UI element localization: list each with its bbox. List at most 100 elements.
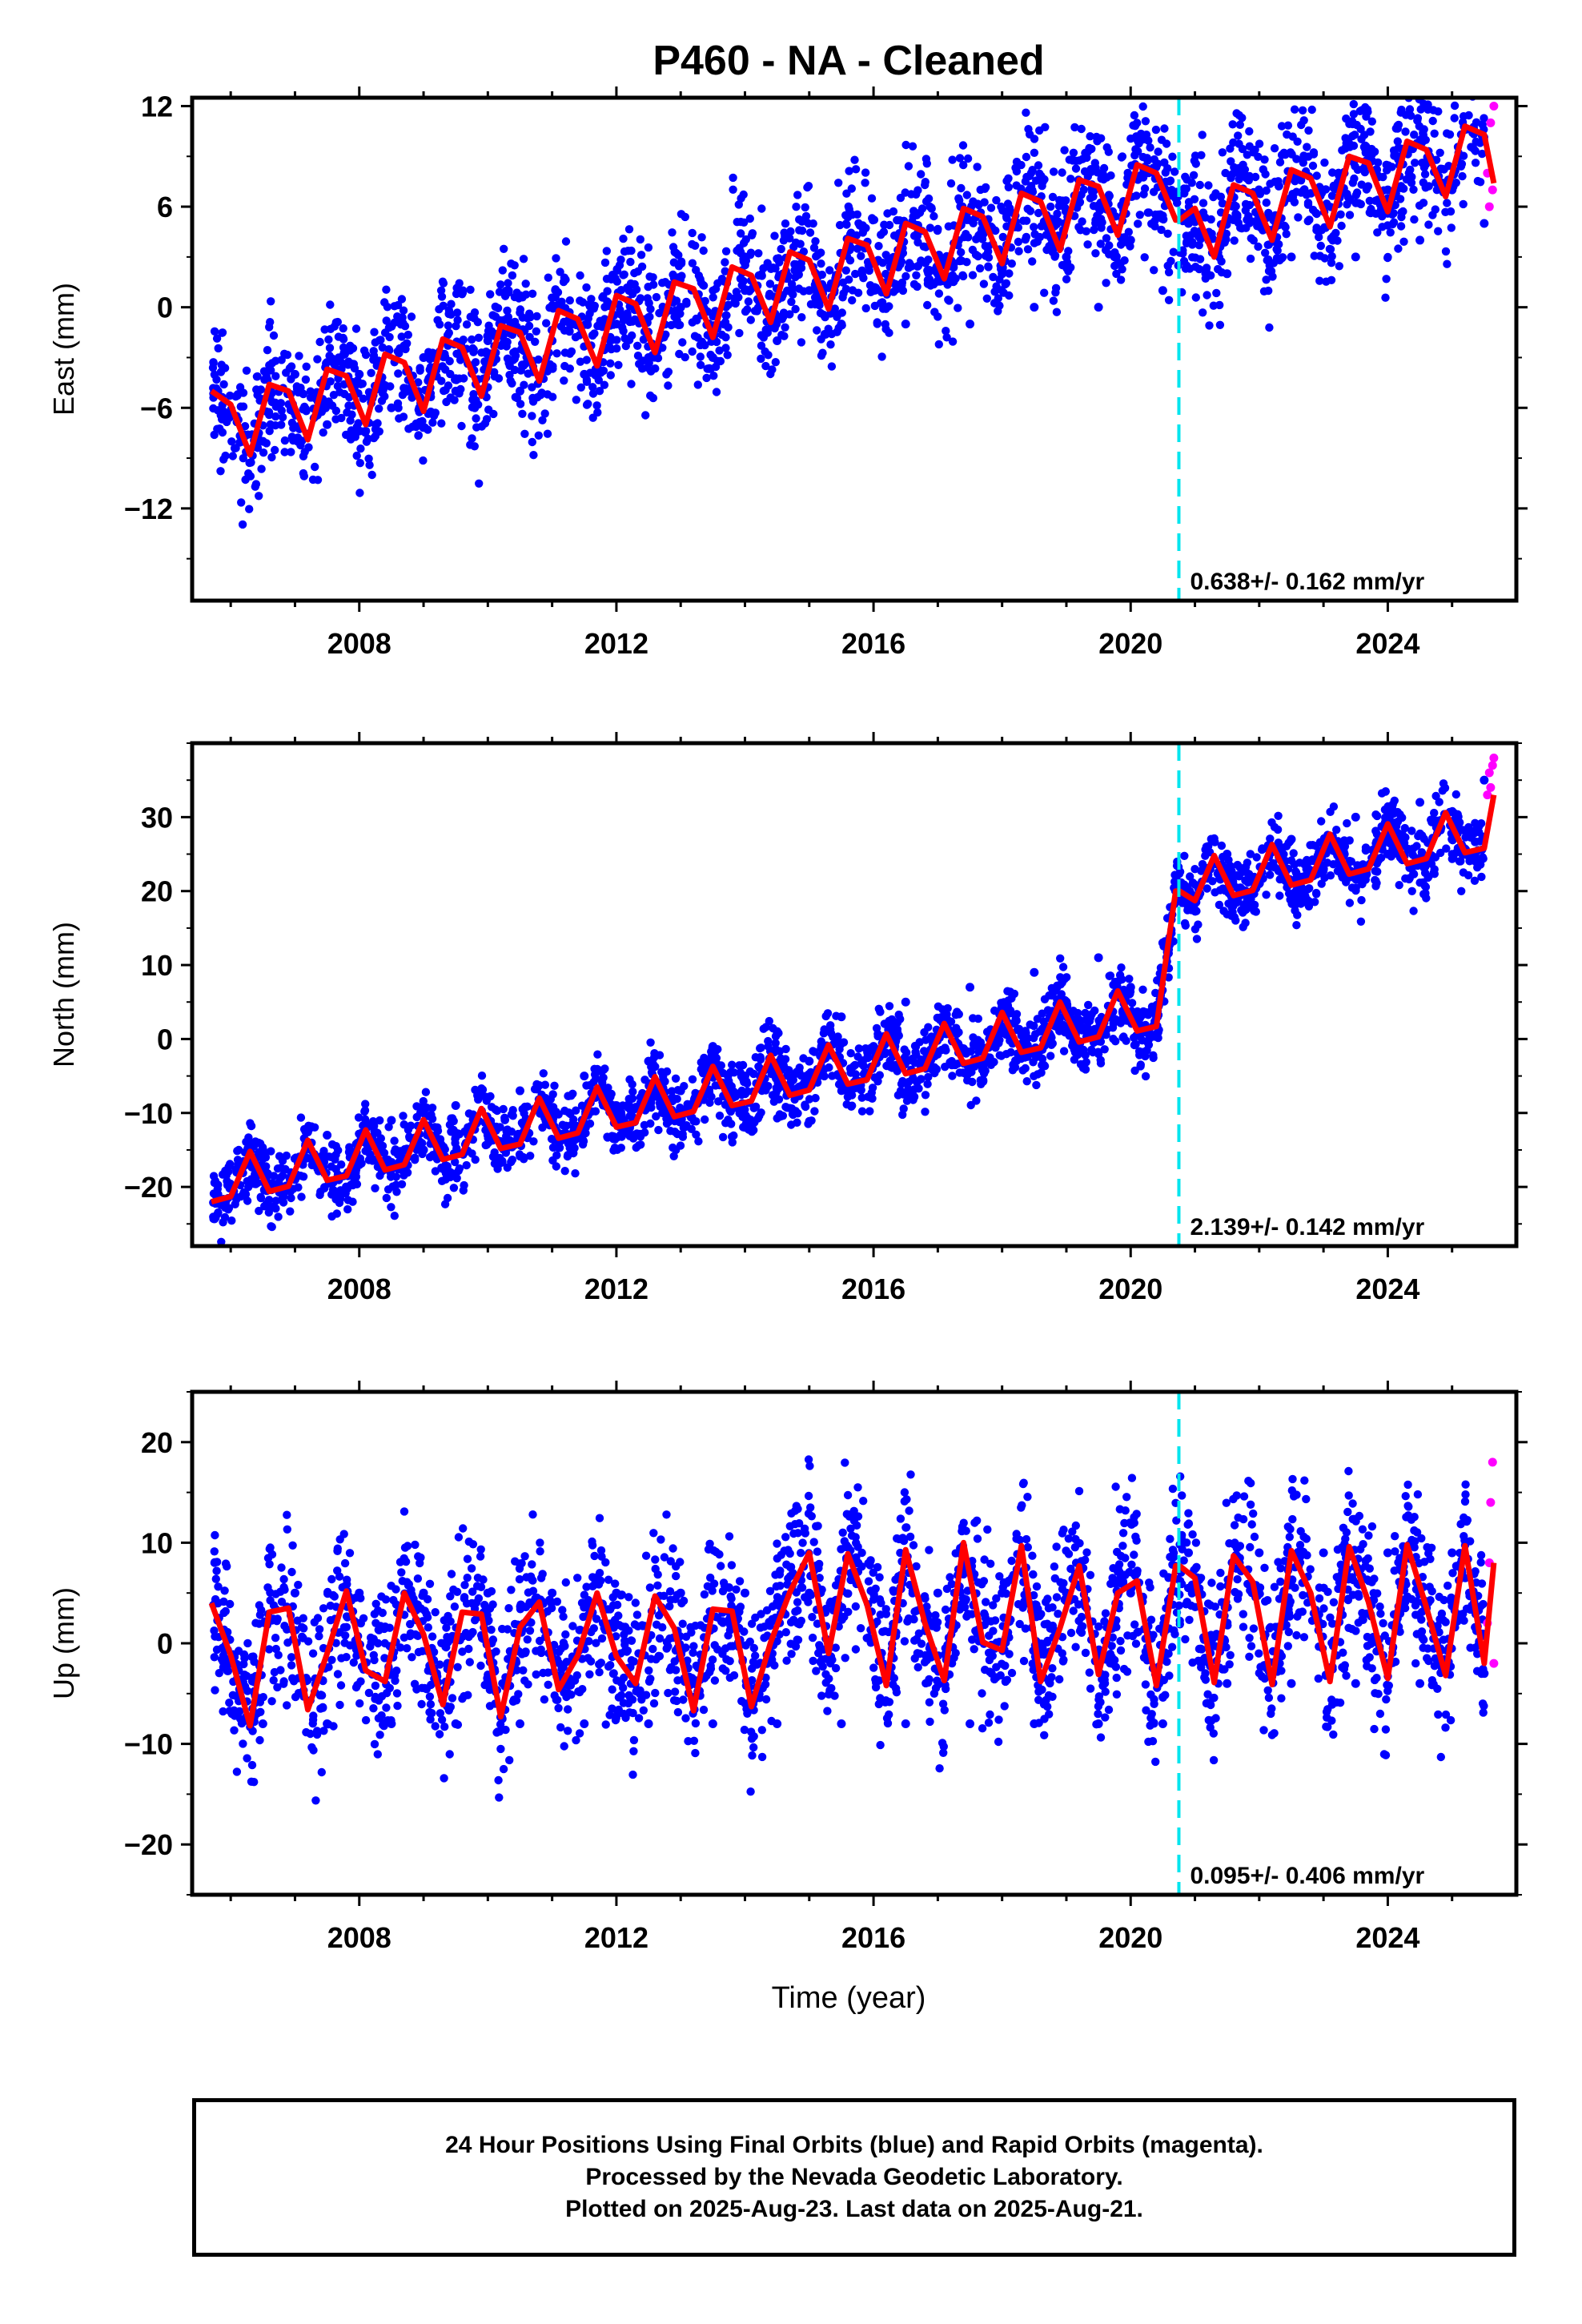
y-tick-label: 30 bbox=[141, 801, 173, 834]
rapid-orbit-point bbox=[1484, 768, 1494, 778]
y-axis-label: North (mm) bbox=[47, 922, 80, 1068]
final-orbit-point bbox=[387, 1116, 396, 1125]
y-axis-label: East (mm) bbox=[47, 283, 80, 416]
plot-area bbox=[208, 1455, 1499, 1805]
final-orbit-point bbox=[515, 1719, 524, 1728]
y-tick-label: −10 bbox=[124, 1728, 173, 1761]
final-orbit-point bbox=[1094, 303, 1103, 312]
y-tick-label: 0 bbox=[157, 292, 173, 324]
daily-position-cloud bbox=[209, 1455, 1489, 1805]
x-tick-label: 2012 bbox=[584, 1273, 648, 1305]
final-orbit-point bbox=[901, 997, 910, 1007]
final-orbit-point bbox=[966, 320, 975, 329]
final-orbit-point bbox=[805, 286, 814, 296]
final-orbit-point bbox=[676, 1086, 685, 1096]
final-orbit-point bbox=[419, 352, 428, 362]
x-tick-label: 2024 bbox=[1355, 1273, 1419, 1305]
rapid-orbit-point bbox=[1486, 118, 1496, 127]
final-orbit-point bbox=[483, 336, 492, 346]
final-orbit-point bbox=[1030, 303, 1039, 312]
x-tick-label: 2020 bbox=[1098, 627, 1162, 660]
final-orbit-point bbox=[1351, 252, 1360, 262]
final-orbit-point bbox=[213, 1598, 223, 1608]
final-orbit-point bbox=[1319, 1548, 1328, 1558]
y-tick-label: 12 bbox=[141, 90, 173, 123]
rapid-orbit-point bbox=[1486, 1498, 1496, 1507]
final-orbit-point bbox=[1062, 997, 1071, 1007]
final-orbit-point bbox=[323, 1130, 332, 1140]
final-orbit-point bbox=[869, 1042, 878, 1051]
final-orbit-point bbox=[258, 436, 267, 446]
x-tick-label: 2008 bbox=[327, 627, 391, 660]
rapid-orbit-point bbox=[1483, 790, 1492, 800]
y-tick-label: 10 bbox=[141, 1526, 173, 1559]
final-orbit-point bbox=[837, 1719, 846, 1728]
x-tick-label: 2012 bbox=[584, 1921, 648, 1954]
final-orbit-point bbox=[869, 286, 878, 296]
final-orbit-point bbox=[1184, 1548, 1194, 1558]
final-orbit-point bbox=[580, 1719, 589, 1728]
y-tick-label: 20 bbox=[141, 875, 173, 908]
x-tick-label: 2024 bbox=[1355, 627, 1419, 660]
rapid-orbit-point bbox=[1489, 1659, 1499, 1668]
final-orbit-point bbox=[612, 1101, 621, 1111]
daily-position-cloud bbox=[208, 98, 1489, 529]
rate-label: 0.095+/- 0.406 mm/yr bbox=[1190, 1863, 1424, 1889]
x-tick-label: 2008 bbox=[327, 1921, 391, 1954]
final-orbit-point bbox=[387, 1719, 396, 1728]
final-orbit-point bbox=[451, 1101, 460, 1111]
final-orbit-point bbox=[1126, 235, 1135, 245]
final-orbit-point bbox=[805, 1588, 814, 1598]
plot-area bbox=[209, 753, 1499, 1246]
final-orbit-point bbox=[1126, 983, 1135, 992]
final-orbit-point bbox=[419, 1145, 428, 1155]
model-fit-line bbox=[211, 794, 1497, 1204]
final-orbit-point bbox=[998, 1588, 1007, 1598]
x-tick-label: 2020 bbox=[1098, 1921, 1162, 1954]
x-tick-label: 2016 bbox=[841, 627, 905, 660]
final-orbit-point bbox=[1480, 775, 1489, 785]
y-tick-label: −10 bbox=[124, 1097, 173, 1130]
final-orbit-point bbox=[837, 320, 846, 329]
final-orbit-point bbox=[290, 1588, 299, 1598]
final-orbit-point bbox=[612, 1588, 621, 1598]
y-tick-label: 0 bbox=[157, 1023, 173, 1055]
final-orbit-point bbox=[1383, 185, 1392, 195]
final-orbit-point bbox=[1447, 834, 1457, 844]
final-orbit-point bbox=[644, 1056, 653, 1066]
daily-position-cloud bbox=[209, 779, 1488, 1246]
final-orbit-point bbox=[355, 369, 364, 379]
final-orbit-point bbox=[1351, 1679, 1360, 1688]
final-orbit-point bbox=[773, 336, 782, 346]
final-orbit-point bbox=[708, 1719, 717, 1728]
final-orbit-point bbox=[1480, 1669, 1489, 1679]
final-orbit-point bbox=[708, 1042, 717, 1051]
final-orbit-point bbox=[1383, 850, 1392, 859]
x-tick-label: 2024 bbox=[1355, 1921, 1419, 1954]
final-orbit-point bbox=[580, 369, 589, 379]
final-orbit-point bbox=[966, 983, 975, 992]
final-orbit-point bbox=[741, 286, 750, 296]
y-tick-label: 0 bbox=[157, 1627, 173, 1660]
final-orbit-point bbox=[805, 1056, 814, 1066]
final-orbit-point bbox=[1383, 1548, 1392, 1558]
rate-label: 0.638+/- 0.162 mm/yr bbox=[1190, 569, 1424, 595]
final-orbit-point bbox=[644, 352, 653, 362]
final-orbit-point bbox=[1351, 812, 1360, 822]
final-orbit-point bbox=[1287, 1679, 1296, 1688]
footer-line-1: 24 Hour Positions Using Final Orbits (bl… bbox=[445, 2132, 1263, 2158]
final-orbit-point bbox=[451, 1719, 460, 1728]
final-orbit-point bbox=[901, 320, 910, 329]
rapid-orbit-point bbox=[1489, 753, 1499, 762]
final-orbit-point bbox=[741, 1072, 750, 1081]
rate-label: 2.139+/- 0.142 mm/yr bbox=[1190, 1214, 1424, 1240]
y-tick-label: −20 bbox=[124, 1828, 173, 1861]
final-orbit-point bbox=[966, 1719, 975, 1728]
final-orbit-point bbox=[708, 352, 717, 362]
final-orbit-point bbox=[1415, 235, 1425, 245]
final-orbit-point bbox=[1126, 1588, 1135, 1598]
y-tick-label: −12 bbox=[124, 493, 173, 525]
final-orbit-point bbox=[1094, 953, 1103, 963]
y-tick-label: 6 bbox=[157, 191, 173, 223]
